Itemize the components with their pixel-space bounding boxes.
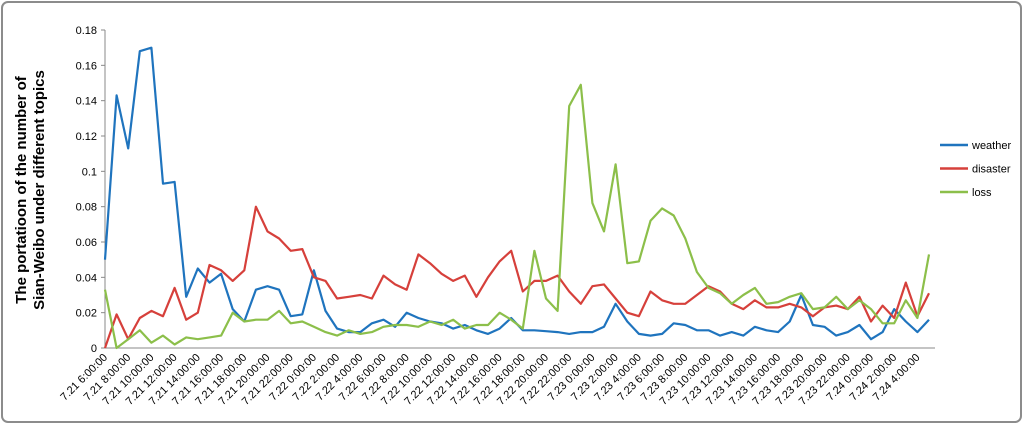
y-tick-label: 0.02 bbox=[76, 308, 97, 320]
legend-label: weather bbox=[971, 140, 1011, 152]
y-tick-label: 0 bbox=[91, 343, 97, 355]
y-tick-label: 0.14 bbox=[76, 96, 97, 108]
y-tick-label: 0.12 bbox=[76, 131, 97, 143]
y-tick-label: 0.08 bbox=[76, 202, 97, 214]
series-line bbox=[103, 205, 930, 349]
legend-label: disaster bbox=[972, 164, 1011, 176]
y-tick-label: 0.04 bbox=[76, 272, 97, 284]
legend-label: loss bbox=[972, 187, 992, 199]
y-tick-label: 0.16 bbox=[76, 60, 97, 72]
series-line bbox=[103, 83, 931, 350]
y-tick-label: 0.1 bbox=[82, 166, 97, 178]
y-tick-label: 0.18 bbox=[76, 25, 97, 37]
y-tick-label: 0.06 bbox=[76, 237, 97, 249]
y-axis-label: The portatioon of the number of bbox=[13, 75, 30, 303]
y-axis-label: Sian-Weibo under different topics bbox=[31, 70, 48, 310]
